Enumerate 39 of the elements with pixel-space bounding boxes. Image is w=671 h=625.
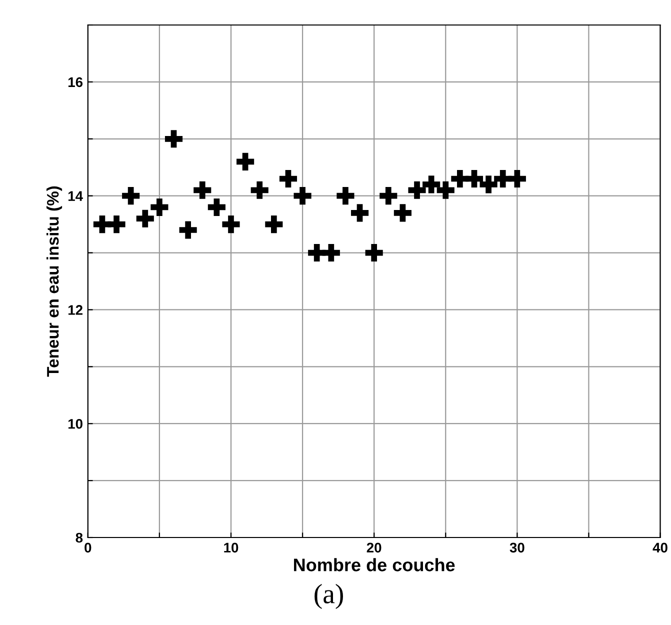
- point: [164, 130, 183, 148]
- point: [322, 244, 340, 262]
- y-tick-label: 16: [68, 77, 83, 88]
- x-axis-title: Nombre de couche: [294, 558, 455, 572]
- point: [265, 216, 283, 234]
- text: (a): [314, 584, 343, 610]
- point: [380, 187, 398, 205]
- point: [294, 187, 312, 205]
- point: [179, 221, 197, 239]
- point: [408, 181, 426, 199]
- y-tick-label: 14: [68, 191, 83, 201]
- x-tick-label: 10: [224, 542, 238, 553]
- point: [350, 204, 369, 222]
- x-tick-label: 20: [366, 542, 382, 553]
- y-tick-label: 10: [68, 418, 82, 429]
- point: [136, 210, 154, 228]
- x-tick-label: 0: [84, 542, 92, 553]
- point: [150, 198, 168, 216]
- point: [122, 187, 140, 205]
- point: [394, 204, 412, 222]
- point: [194, 181, 212, 199]
- point: [480, 176, 498, 194]
- point: [108, 216, 126, 234]
- point: [236, 152, 254, 170]
- x-tick-label: 30: [510, 542, 524, 553]
- y-tick-label: 12: [68, 305, 82, 315]
- x-tick-label: 40: [652, 542, 668, 553]
- point: [508, 170, 526, 188]
- point: [422, 176, 440, 194]
- point: [336, 187, 354, 205]
- y-tick-label: 8: [76, 532, 83, 543]
- point: [279, 170, 298, 188]
- point: [436, 181, 454, 199]
- point: [222, 216, 240, 234]
- point: [208, 198, 226, 216]
- y-axis-title: Teneur en eau insitu (%): [46, 186, 62, 377]
- point: [250, 181, 268, 199]
- point: [465, 170, 484, 188]
- point: [365, 244, 383, 262]
